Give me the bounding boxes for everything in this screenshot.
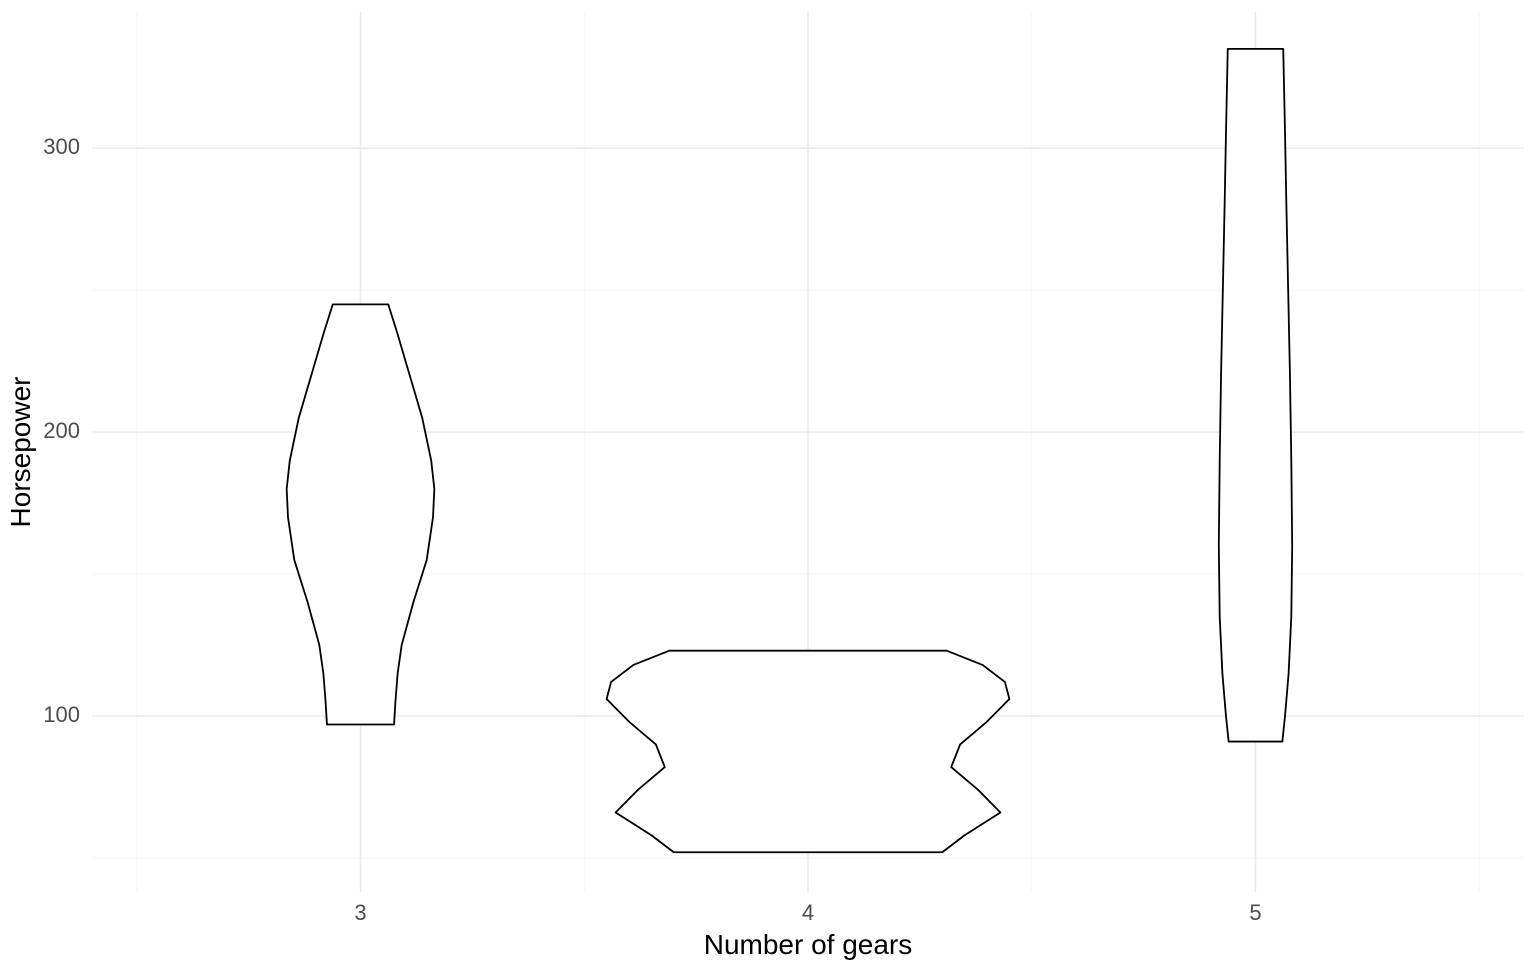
violin-4 — [607, 651, 1010, 853]
y-tick-label: 100 — [43, 702, 80, 727]
y-axis-title: Horsepower — [5, 377, 36, 528]
x-tick-label: 4 — [802, 900, 814, 925]
y-tick-label: 200 — [43, 418, 80, 443]
x-tick-label: 5 — [1249, 900, 1261, 925]
y-tick-label: 300 — [43, 134, 80, 159]
chart-svg: 100 200 300 3 4 5 Number of gears Horsepower — [0, 0, 1536, 960]
x-axis-title: Number of gears — [704, 929, 913, 960]
violin-chart: 100 200 300 3 4 5 Number of gears Horsepower — [0, 0, 1536, 960]
violin-5 — [1219, 49, 1292, 742]
x-tick-label: 3 — [354, 900, 366, 925]
